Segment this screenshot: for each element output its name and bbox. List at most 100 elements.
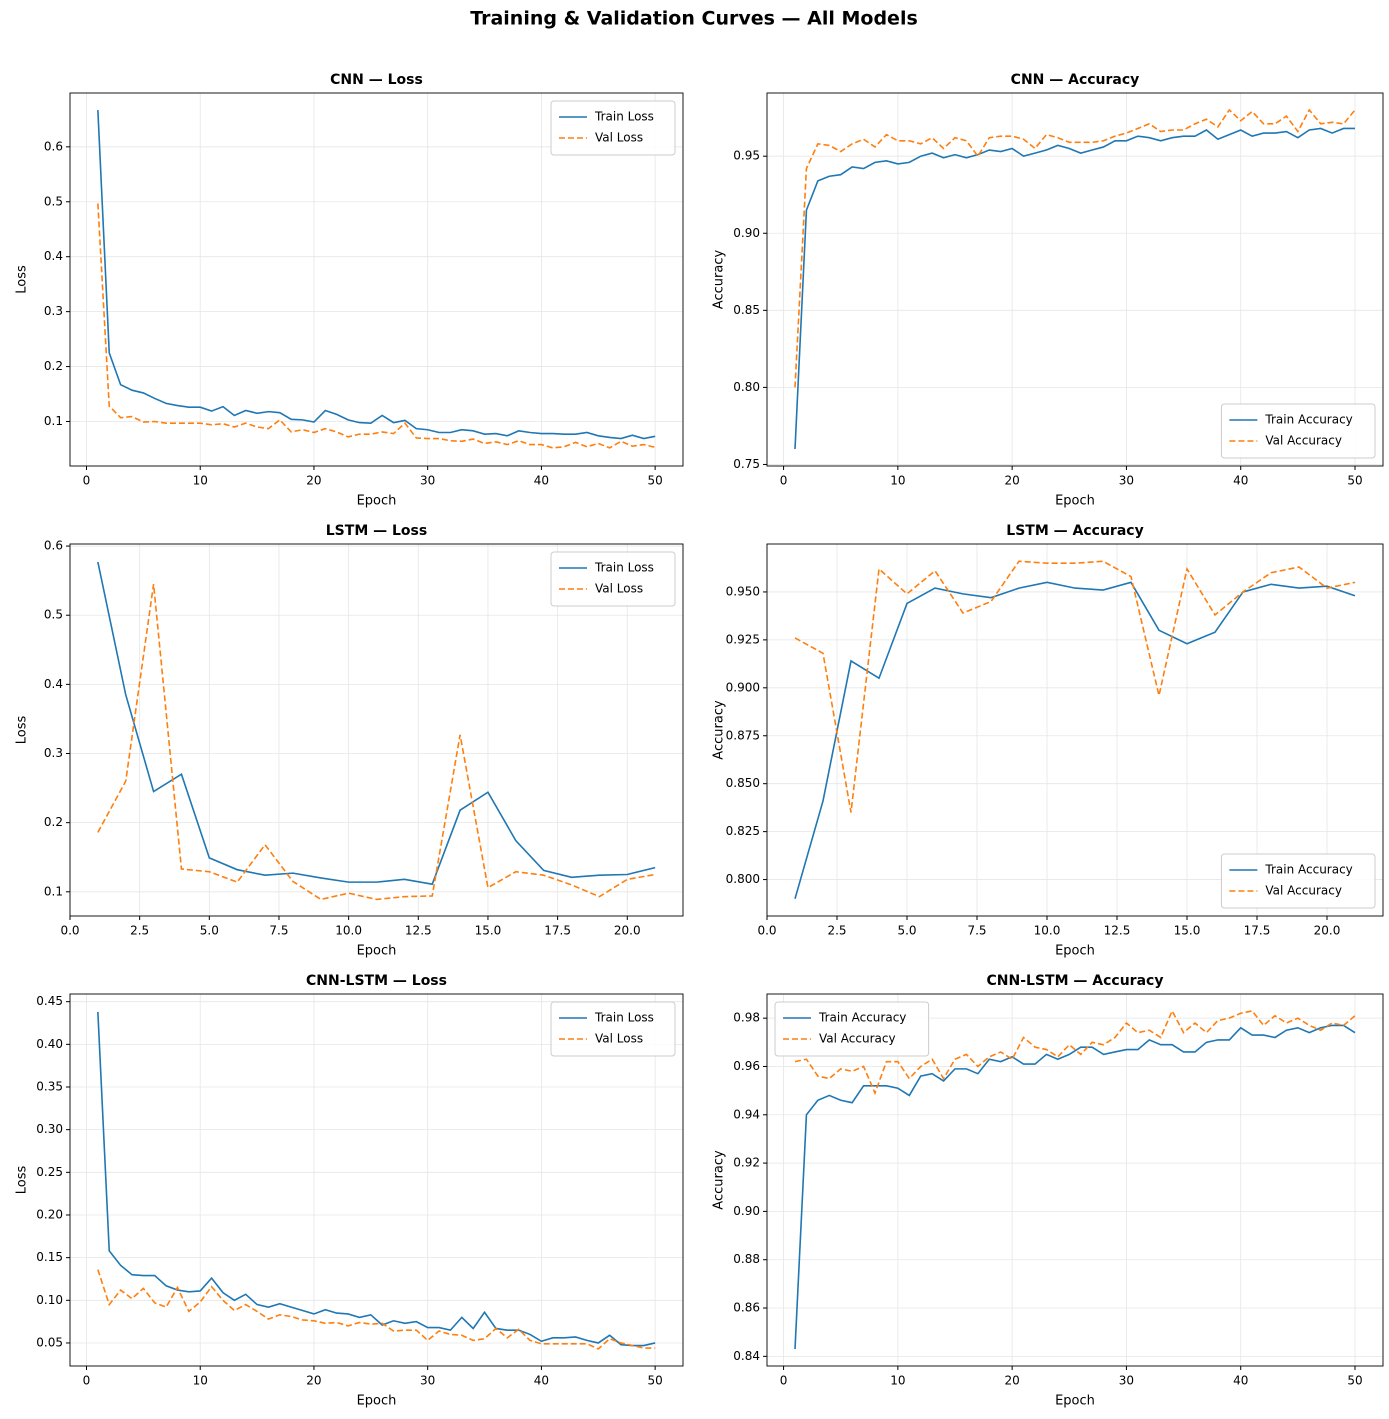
y-tick-label: 0.950 [726, 584, 760, 598]
legend-label: Val Loss [595, 1032, 643, 1046]
y-tick-label: 0.925 [726, 632, 760, 646]
x-tick-label: 30 [1119, 474, 1134, 488]
x-tick-label: 5.0 [200, 924, 219, 938]
series-line [97, 203, 656, 449]
x-tick-label: 30 [420, 1374, 435, 1388]
legend-label: Train Accuracy [1264, 413, 1352, 427]
x-tick-label: 0 [83, 474, 91, 488]
x-tick-label: 12.5 [1104, 924, 1131, 938]
subplot-title: CNN — Accuracy [1011, 72, 1140, 88]
y-tick-label: 0.40 [36, 1037, 63, 1051]
y-tick-label: 0.3 [44, 746, 63, 760]
series-line [794, 108, 1356, 388]
x-tick-label: 30 [420, 474, 435, 488]
x-tick-label: 10 [193, 474, 208, 488]
series-line [794, 581, 1356, 899]
x-tick-label: 2.5 [130, 924, 149, 938]
legend-box [1220, 403, 1376, 459]
y-tick-label: 0.86 [733, 1301, 760, 1315]
x-tick-label: 0.0 [757, 924, 776, 938]
legend-label: Val Loss [595, 131, 643, 145]
x-axis-label: Epoch [357, 494, 397, 509]
subplot: CNN-LSTM — Loss Epoch Loss 0.05 0.10 0.15 0.20… [15, 973, 684, 1409]
series-line [97, 1011, 656, 1347]
legend-box [550, 100, 676, 156]
series-line [794, 560, 1356, 813]
y-tick-label: 0.35 [36, 1080, 63, 1094]
x-axis-label: Epoch [357, 1394, 397, 1409]
y-tick-label: 0.94 [733, 1107, 760, 1121]
subplot: LSTM — Loss Epoch Loss 0.1 0.2 0.3 0.4 0.5 0.6 0.… [15, 523, 684, 959]
x-tick-label: 20 [306, 1374, 321, 1388]
y-tick-label: 0.80 [733, 380, 760, 394]
x-tick-label: 17.5 [544, 924, 571, 938]
y-axis-label: Accuracy [712, 1150, 727, 1210]
legend-label: Val Loss [595, 582, 643, 596]
x-tick-label: 0 [780, 1374, 788, 1388]
x-tick-label: 2.5 [827, 924, 846, 938]
legend-label: Val Accuracy [1265, 884, 1342, 898]
y-tick-label: 0.800 [726, 872, 760, 886]
x-tick-label: 7.5 [967, 924, 986, 938]
axes-frame [766, 92, 1384, 467]
y-axis-label: Loss [15, 716, 30, 745]
y-tick-label: 0.5 [44, 608, 63, 622]
x-tick-label: 10.0 [335, 924, 362, 938]
x-tick-label: 30 [1119, 1374, 1134, 1388]
x-tick-label: 40 [534, 474, 549, 488]
y-tick-label: 0.90 [733, 226, 760, 240]
x-tick-label: 15.0 [1174, 924, 1201, 938]
axes-frame [766, 543, 1384, 917]
x-tick-label: 17.5 [1244, 924, 1271, 938]
x-tick-label: 12.5 [405, 924, 432, 938]
y-tick-label: 0.1 [44, 414, 63, 428]
y-tick-label: 0.95 [733, 149, 760, 163]
y-tick-label: 0.05 [36, 1335, 63, 1349]
x-tick-label: 20 [1005, 1374, 1020, 1388]
y-tick-label: 0.88 [733, 1252, 760, 1266]
x-tick-label: 10 [890, 474, 905, 488]
subplot-title: CNN-LSTM — Loss [306, 973, 447, 989]
subplot: LSTM — Accuracy Epoch Accuracy 0.800 0.825 0.… [712, 523, 1384, 959]
legend-box [774, 1001, 930, 1057]
legend-label: Train Accuracy [1264, 863, 1352, 877]
x-tick-label: 5.0 [897, 924, 916, 938]
figure-title: Training & Validation Curves — All Model… [470, 8, 918, 30]
legend-label: Val Accuracy [819, 1032, 896, 1046]
y-tick-label: 0.900 [726, 680, 760, 694]
y-tick-label: 0.4 [44, 677, 63, 691]
y-tick-label: 0.850 [726, 776, 760, 790]
legend-label: Train Loss [594, 1011, 654, 1025]
x-axis-label: Epoch [1055, 494, 1095, 509]
subplot-title: LSTM — Loss [326, 523, 427, 539]
x-tick-label: 20 [1005, 474, 1020, 488]
y-tick-label: 0.90 [733, 1204, 760, 1218]
y-tick-label: 0.825 [726, 824, 760, 838]
x-tick-label: 50 [647, 1374, 662, 1388]
legend-label: Train Loss [594, 561, 654, 575]
x-tick-label: 0 [780, 474, 788, 488]
y-tick-label: 0.75 [733, 457, 760, 471]
x-tick-label: 50 [647, 474, 662, 488]
x-tick-label: 10 [890, 1374, 905, 1388]
x-tick-label: 40 [1233, 474, 1248, 488]
axes-frame [69, 993, 684, 1367]
legend-box [1220, 853, 1376, 909]
subplot: CNN — Loss Epoch Loss 0.1 0.2 0.3 0.4 0.5 0.6 0 10… [15, 72, 684, 509]
x-tick-label: 20.0 [614, 924, 641, 938]
y-tick-label: 0.45 [36, 994, 63, 1008]
x-tick-label: 40 [1233, 1374, 1248, 1388]
axes-frame [69, 543, 684, 917]
x-tick-label: 40 [534, 1374, 549, 1388]
y-axis-label: Loss [15, 265, 30, 294]
subplot-title: CNN — Loss [330, 72, 423, 88]
series-line [97, 561, 656, 886]
y-axis-label: Accuracy [712, 700, 727, 760]
y-tick-label: 0.84 [733, 1349, 760, 1363]
legend-label: Train Accuracy [818, 1011, 906, 1025]
y-tick-label: 0.92 [733, 1156, 760, 1170]
legend-box [550, 551, 676, 607]
subplot: CNN — Accuracy Epoch Accuracy 0.75 0.80 0.85 0… [712, 72, 1384, 509]
